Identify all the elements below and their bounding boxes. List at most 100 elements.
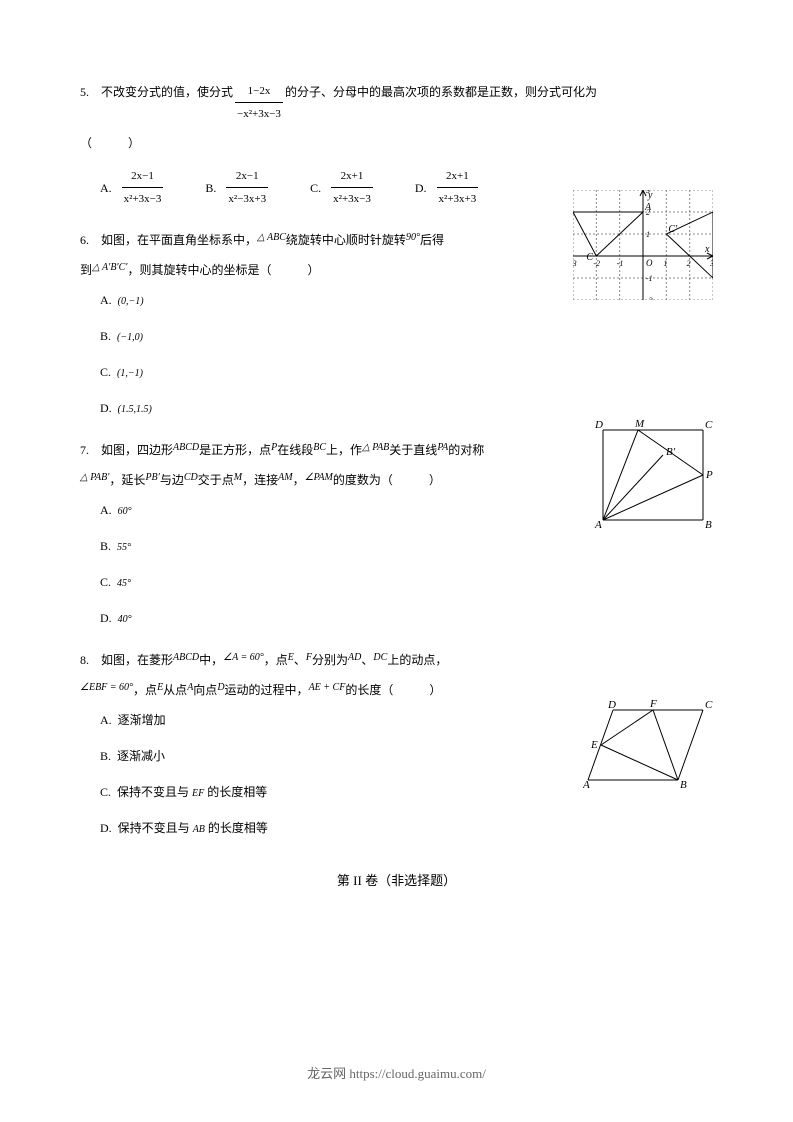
q7-t1a: 如图，四边形 [101,438,173,462]
option-value: 逐渐增加 [118,713,166,727]
q8-figure: A B C D E F [583,700,713,790]
option-sub: EF [192,788,204,799]
option-fraction: 2x+1 x²+3x−3 [331,165,373,210]
q5-option-d: D. 2x+1 x²+3x+3 [415,165,480,210]
option-value: (1,−1) [117,368,143,379]
frac-num: 2x+1 [437,165,479,188]
option-value: 保持不变且与 [118,821,190,835]
q8-number: 8. [80,648,89,672]
option-label: C. [100,785,111,799]
svg-text:D: D [607,700,616,711]
q6-figure: -3-2-1123-2-1123OxyABCA′B′C′ [573,190,713,300]
option-value: 55° [117,542,131,553]
q6-options: A. (0,−1) B. (−1,0) C. (1,−1) D. (1.5,1.… [100,288,713,420]
option-label: D. [100,821,112,835]
option-value: 45° [117,578,131,589]
q7-figure: ABCDMPB′ [593,420,713,530]
frac-num: 2x−1 [122,165,164,188]
q8-t1g: 、 [294,648,306,672]
q7-t2h: ，连接 [242,468,278,492]
q8-t1i: 分别为 [312,648,348,672]
q7-t2i: AM [278,468,292,488]
q7-t1j: PA [437,438,448,458]
option-value: 60° [118,506,132,517]
svg-text:D: D [594,420,603,431]
q8-t2f: 向点 [193,678,217,702]
q8-t2b: ，点 [133,678,157,702]
frac-num: 2x−1 [226,165,268,188]
q6-t1e: 后得 [420,228,444,252]
option-fraction: 2x−1 x²−3x+3 [226,165,268,210]
q6-t2a: 到 [80,258,92,282]
svg-text:F: F [649,700,657,710]
q6-t2c: ，则其旋转中心的坐标是（ ） [127,258,319,282]
frac-num: 2x+1 [331,165,373,188]
q7-t2d: 与边 [160,468,184,492]
svg-text:M: M [634,420,645,430]
svg-text:A: A [594,519,602,530]
option-value: (1.5,1.5) [118,404,152,415]
frac-den: x²−3x+3 [226,188,268,210]
svg-text:A: A [644,202,652,213]
q5-blank: （ ） [80,131,140,155]
q7-t2k: ∠PAM [305,468,333,488]
option-fraction: 2x−1 x²+3x−3 [122,165,164,210]
frac-den: x²+3x−3 [122,188,164,210]
q6-t1d: 90° [406,228,420,248]
option-label: A. [100,293,112,307]
svg-text:1: 1 [646,230,650,239]
option-fraction: 2x+1 x²+3x+3 [437,165,479,210]
q8-t1d: ∠A = 60° [223,648,264,668]
option-label: D. [100,401,112,415]
option-label: D. [100,611,112,625]
svg-text:A: A [583,779,590,790]
svg-text:B: B [680,779,687,790]
q7-t1g: 上，作 [326,438,362,462]
svg-text:C: C [586,252,593,263]
option-value: 40° [118,614,132,625]
option-label: C. [310,176,321,200]
q7-t2a: △ PAB′ [80,468,109,488]
option-label: B. [100,329,111,343]
q8-t2i: AE + CF [309,678,346,698]
option-label: D. [415,176,427,200]
q8-t1j: AD [348,648,361,668]
option-label: A. [100,176,112,200]
option-label: B. [100,749,111,763]
q6-t1a: 如图，在平面直角坐标系中， [101,228,257,252]
svg-text:2: 2 [687,259,691,268]
q6-option-b: B. (−1,0) [100,324,713,348]
q7-t2b: ，延长 [109,468,145,492]
frac-den: x²+3x+3 [437,188,479,210]
option-label: B. [100,539,111,553]
q5-text-before: 不改变分式的值，使分式 [101,80,233,104]
q7-t1i: 关于直线 [389,438,437,462]
frac-den: x²+3x−3 [331,188,373,210]
svg-text:C′: C′ [668,224,678,235]
svg-text:E: E [590,739,598,751]
q6-option-d: D. (1.5,1.5) [100,396,713,420]
q8-t2d: 从点 [163,678,187,702]
svg-text:C: C [705,700,713,711]
page-footer: 龙云网 https://cloud.guaimu.com/ [0,1063,793,1082]
q8-t1b: ABCD [173,648,199,668]
section-2-title: 第 II 卷（非选择题） [80,870,713,889]
q5-option-c: C. 2x+1 x²+3x−3 [310,165,375,210]
q7-option-d: D. 40° [100,606,713,630]
q8-t2h: 运动的过程中， [225,678,309,702]
q7-option-c: C. 45° [100,570,713,594]
q7-t2c: PB′ [145,468,159,488]
option-value2: 的长度相等 [207,785,267,799]
option-label: C. [100,365,111,379]
svg-text:-2: -2 [593,259,600,268]
q8-t1c: 中， [199,648,223,672]
frac-num: 1−2x [235,80,283,103]
svg-text:C: C [705,420,713,431]
q7-number: 7. [80,438,89,462]
option-value2: 的长度相等 [208,821,268,835]
q7-t1h: △ PAB [362,438,389,458]
svg-text:-1: -1 [617,259,624,268]
svg-text:y: y [647,190,653,201]
option-value: 逐渐减小 [117,749,165,763]
option-label: A. [100,503,112,517]
